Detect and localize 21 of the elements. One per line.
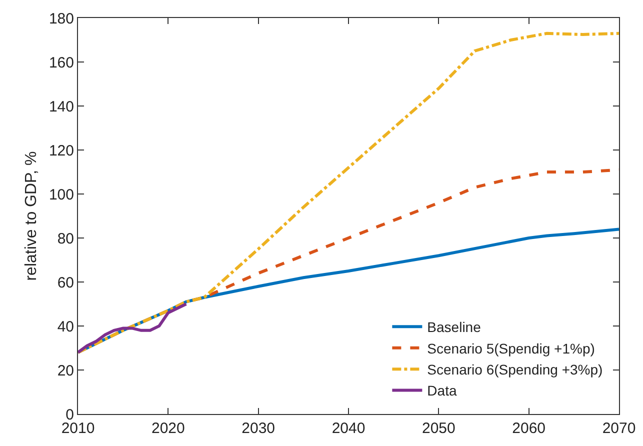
x-tick-label: 2040 <box>332 420 366 437</box>
y-tick-label: 140 <box>48 98 74 116</box>
y-tick-label: 120 <box>48 142 74 160</box>
y-tick-label: 180 <box>48 10 74 28</box>
legend-label: Scenario 6(Spending +3%p) <box>427 362 603 378</box>
line-series <box>78 302 188 354</box>
x-tick-label: 2050 <box>422 420 456 437</box>
x-tick-label: 2070 <box>602 420 636 437</box>
x-tick-label: 2020 <box>151 420 185 437</box>
y-tick-label: 100 <box>48 186 74 204</box>
legend-label: Data <box>427 382 457 399</box>
y-tick-label: 160 <box>48 54 74 72</box>
legend-label: Scenario 5(Spendig +1%p) <box>427 340 595 356</box>
y-tick-label: 60 <box>57 274 74 292</box>
y-tick-label: 20 <box>57 362 74 380</box>
y-axis-title: relative to GDP, % <box>23 151 40 281</box>
y-tick-label: 80 <box>57 230 74 248</box>
x-tick-label: 2030 <box>242 420 276 437</box>
x-tick-label: 2060 <box>512 420 546 437</box>
y-tick-label: 40 <box>57 318 74 336</box>
legend-label: Baseline <box>427 319 482 336</box>
